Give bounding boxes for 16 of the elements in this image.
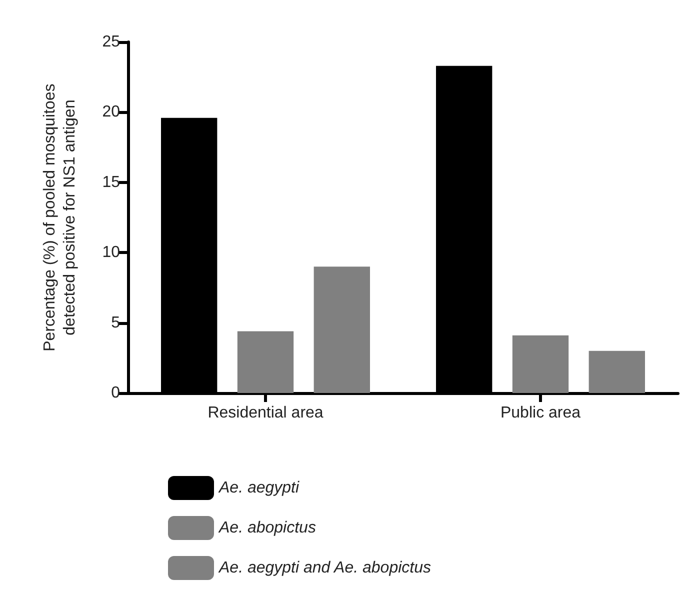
bar [512,335,569,393]
x-tick-label: Residential area [208,404,324,422]
bar [314,266,370,393]
y-tick-label: 15 [102,174,120,191]
x-tick-label: Public area [500,404,581,422]
bar [588,350,645,393]
y-tick-label: 0 [111,384,120,402]
legend-label: Ae. abopictus [218,520,316,536]
y-tick-label: 5 [111,314,120,332]
y-tick-label: 10 [102,244,120,262]
y-axis-title: Percentage (%) of pooled mosquitoes detected positive for NS1 antigen [42,84,78,352]
bar [237,331,294,393]
legend-label: Ae. aegypti and Ae. abopictus [218,560,431,576]
y-tick-label: 20 [102,104,120,121]
y-tick-label: 25 [102,34,120,50]
legend-label: Ae. aegypti [218,480,300,496]
